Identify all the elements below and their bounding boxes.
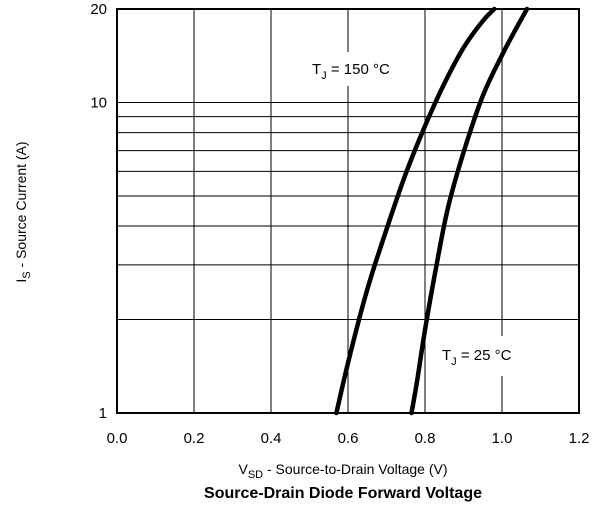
y-axis-label: IS - Source Current (A) <box>13 141 33 282</box>
x-axis-label: VSD - Source-to-Drain Voltage (V) <box>238 461 447 481</box>
x-tick-label: 1.2 <box>569 430 590 447</box>
annotation-25: TJ = 25 °C <box>442 347 512 368</box>
annotation-bg-25 <box>432 336 552 376</box>
y-tick-label: 20 <box>90 1 107 18</box>
x-tick-label: 1.0 <box>492 430 513 447</box>
x-tick-label: 0.2 <box>184 430 205 447</box>
chart-title: Source-Drain Diode Forward Voltage <box>204 485 482 502</box>
x-tick-label: 0.8 <box>415 430 436 447</box>
series-line-1 <box>409 6 530 416</box>
x-tick-label: 0.4 <box>261 430 282 447</box>
x-tick-label: 0.6 <box>338 430 359 447</box>
tick-labels: 0.0 0.2 0.4 0.6 0.8 1.0 1.2 1 10 20 <box>90 1 589 447</box>
plot-frame <box>116 8 580 414</box>
x-tick-label: 0.0 <box>107 430 128 447</box>
series-line-0 <box>334 6 497 416</box>
y-tick-label: 10 <box>90 94 107 111</box>
y-tick-label: 1 <box>99 405 107 422</box>
annotation-150: TJ = 150 °C <box>312 61 390 82</box>
series-layer <box>334 6 530 416</box>
annotation-bg-150 <box>305 52 415 86</box>
